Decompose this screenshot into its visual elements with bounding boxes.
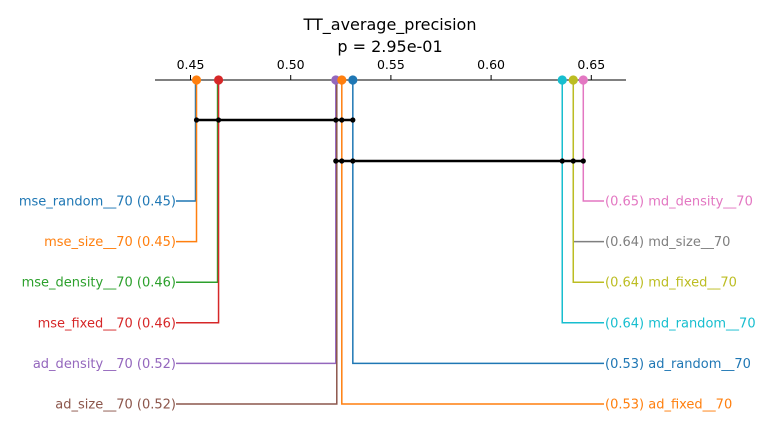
method-label-md_random__70: (0.64) md_random__70 — [605, 316, 756, 331]
clique-point — [559, 158, 565, 164]
leader-line-md_density__70 — [582, 80, 604, 202]
tick-label: 0.65 — [577, 57, 605, 72]
clique-point — [215, 117, 222, 123]
x-axis: 0.45 0.50 0.55 0.60 0.65 — [155, 57, 626, 81]
method-label-md_density__70: (0.65) md_density__70 — [605, 195, 753, 210]
tick-label: 0.50 — [277, 57, 305, 72]
leader-line-ad_random__70 — [352, 80, 604, 365]
chart-title: TT_average_precision — [303, 15, 477, 35]
axis-dot — [578, 75, 588, 85]
clique-bars — [193, 117, 586, 164]
method-label-ad_random__70: (0.53) ad_random__70 — [605, 357, 751, 372]
leader-line-mse_size__70 — [176, 80, 198, 243]
clique-point — [350, 117, 356, 123]
method-label-ad_fixed__70: (0.53) ad_fixed__70 — [605, 398, 732, 413]
axis-dot — [337, 75, 347, 85]
leader-line-md_fixed__70 — [572, 80, 604, 283]
method-leader-lines — [176, 80, 604, 405]
clique-point — [339, 117, 345, 123]
leader-line-ad_fixed__70 — [341, 80, 604, 405]
axis-dot — [191, 75, 202, 85]
chart-subtitle: p = 2.95e-01 — [337, 37, 442, 56]
method-label-md_size__70: (0.64) md_size__70 — [605, 235, 730, 250]
method-label-ad_size__70: ad_size__70 (0.52) — [55, 398, 176, 413]
axis-dots — [191, 75, 588, 85]
clique-point — [333, 158, 339, 164]
clique-point — [333, 117, 339, 123]
axis-dot — [568, 75, 578, 85]
clique-point — [350, 158, 356, 164]
leader-line-ad_density__70 — [176, 80, 337, 365]
tick-label: 0.60 — [477, 57, 505, 72]
clique-point — [193, 117, 200, 123]
method-labels: mse_random__70 (0.45) mse_size__70 (0.45)… — [19, 195, 756, 413]
clique-point — [570, 158, 576, 164]
leader-line-ad_size__70 — [176, 80, 338, 405]
method-label-md_fixed__70: (0.64) md_fixed__70 — [605, 276, 737, 291]
clique-point — [339, 158, 345, 164]
method-label-ad_density__70: ad_density__70 (0.52) — [33, 357, 176, 372]
tick-label: 0.55 — [377, 57, 405, 72]
leader-line-mse_fixed__70 — [176, 80, 220, 324]
leader-line-mse_density__70 — [176, 80, 219, 283]
method-label-mse_random__70: mse_random__70 (0.45) — [19, 195, 176, 210]
leader-line-mse_random__70 — [176, 80, 197, 202]
clique-point — [580, 158, 586, 164]
method-label-mse_density__70: mse_density__70 (0.46) — [22, 276, 176, 291]
axis-dot — [213, 75, 224, 85]
axis-dot — [348, 75, 358, 85]
tick-label: 0.45 — [177, 57, 205, 72]
method-label-mse_size__70: mse_size__70 (0.45) — [44, 235, 176, 250]
axis-dot — [557, 75, 567, 85]
method-label-mse_fixed__70: mse_fixed__70 (0.46) — [38, 316, 176, 331]
